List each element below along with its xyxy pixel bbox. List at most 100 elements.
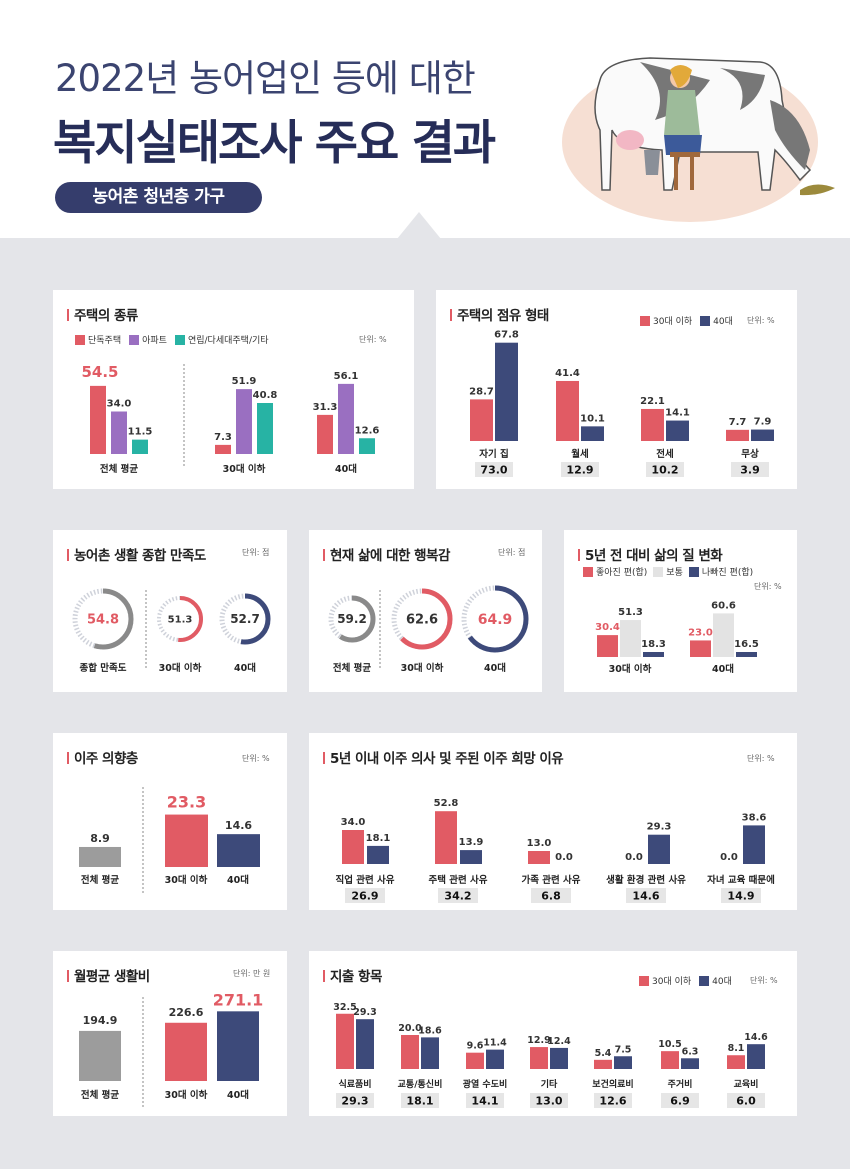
total-label: 14.9: [727, 890, 754, 903]
category-label: 주택 관련 사유: [428, 874, 487, 886]
category-label: 생활 환경 관련 사유: [606, 874, 686, 886]
category-label: 30대 이하: [159, 662, 202, 674]
farmer-milking-cow-illustration: [562, 57, 835, 222]
total-box: [336, 1093, 374, 1108]
header-notch: [397, 212, 441, 239]
unit-label: 단위: %: [359, 335, 387, 344]
data-label: 13.0: [527, 838, 552, 849]
total-box: [475, 462, 513, 477]
legend-label: 30대 이하: [652, 977, 692, 987]
category-label: 40대: [227, 1089, 249, 1101]
total-label: 12.9: [566, 464, 593, 477]
total-box: [721, 888, 761, 903]
happiness-chart: 59.2 62.6 64.9 전체 평균 30대 이하 40대: [328, 585, 529, 674]
category-label: 30대 이하: [223, 463, 266, 475]
data-label: 18.3: [641, 639, 666, 650]
bar: [257, 403, 273, 454]
unit-label: 단위: %: [754, 582, 782, 591]
data-label: 6.3: [682, 1046, 699, 1057]
bar: [648, 834, 670, 864]
total-label: 26.9: [351, 890, 378, 903]
bar: [486, 1049, 504, 1069]
bar: [236, 389, 252, 454]
bar: [359, 438, 375, 454]
legend-item: 40대: [700, 314, 733, 327]
total-box: [594, 1093, 632, 1108]
total-box: [531, 888, 571, 903]
legend-item: 30대 이하: [639, 974, 691, 987]
data-label: 60.6: [711, 600, 736, 611]
total-label: 29.3: [341, 1095, 368, 1108]
bar: [336, 1013, 354, 1069]
bar: [727, 1055, 745, 1069]
total-label: 34.2: [444, 890, 471, 903]
category-label: 30대 이하: [165, 1089, 208, 1101]
data-label: 67.8: [494, 330, 519, 341]
bar: [356, 1019, 374, 1069]
data-label: 51.3: [618, 607, 643, 618]
legend-item: 나빠진 편(합): [688, 565, 753, 578]
data-label: 18.1: [366, 833, 391, 844]
page-title-line2: 복지실태조사 주요 결과: [53, 116, 496, 171]
legend-item: 아파트: [129, 333, 167, 346]
data-label: 5.4: [595, 1048, 612, 1059]
legend-item: 30대 이하: [640, 314, 692, 327]
panel-title: 현재 삶에 대한 행복감: [323, 544, 450, 564]
category-label: 전세: [656, 448, 673, 460]
bar: [111, 411, 127, 454]
category-label: 전체 평균: [100, 463, 139, 475]
legend: 단독주택 아파트 연립/다세대주택/기타: [75, 333, 269, 346]
satisfaction-chart: 54.8 51.3 52.7 종합 만족도 30대 이하 40대: [72, 588, 271, 674]
category-label: 식료품비: [338, 1078, 371, 1090]
data-label: 20.0: [398, 1023, 422, 1034]
total-box: [561, 462, 599, 477]
bar: [79, 846, 121, 867]
total-box: [401, 1093, 439, 1108]
data-label: 41.4: [555, 368, 580, 379]
subtitle-badge: 농어촌 청년층 가구: [55, 182, 262, 213]
legend-label: 단독주택: [88, 336, 122, 346]
bar: [643, 652, 664, 657]
panel-title: 주택의 점유 형태: [450, 304, 549, 324]
category-label: 전체 평균: [81, 1089, 120, 1101]
donut-arc: [72, 588, 134, 650]
total-label: 6.9: [670, 1095, 690, 1108]
unit-label: 단위: %: [747, 316, 775, 325]
data-label: 10.5: [658, 1039, 681, 1050]
bar: [90, 385, 106, 454]
total-label: 3.9: [740, 464, 760, 477]
panel-quality-change: 5년 전 대비 삶의 질 변화 좋아진 편(합) 보통 나빠진 편(합) 단위:…: [564, 530, 797, 692]
bar: [666, 420, 689, 441]
data-label: 12.4: [547, 1036, 571, 1047]
legend: 30대 이하 40대: [639, 974, 732, 987]
bar: [460, 850, 482, 864]
legend: 좋아진 편(합) 보통 나빠진 편(합): [583, 565, 753, 578]
category-label: 자기 집: [479, 448, 509, 460]
donut-value: 59.2: [337, 612, 367, 626]
legend: 30대 이하 40대: [640, 314, 733, 327]
legend-label: 40대: [713, 317, 733, 327]
category-label: 40대: [335, 463, 357, 475]
data-label: 18.6: [418, 1025, 442, 1036]
panel-satisfaction: 농어촌 생활 종합 만족도 단위: 점 54.8 51.3 52.7 종합 만족도 30…: [53, 530, 287, 692]
donut-arc: [391, 588, 453, 650]
unit-label: 단위: 점: [498, 548, 526, 557]
panel-title: 주택의 종류: [67, 304, 138, 324]
category-label: 직업 관련 사유: [335, 874, 394, 886]
data-label: 7.9: [754, 417, 772, 428]
panel-title: 5년 이내 이주 의사 및 주된 이주 희망 이유: [323, 747, 564, 767]
legend-label: 좋아진 편(합): [596, 568, 648, 578]
category-label: 40대: [712, 663, 734, 675]
category-label: 보건의료비: [592, 1078, 633, 1090]
bar: [338, 383, 354, 454]
bar: [581, 426, 604, 441]
data-label: 29.3: [353, 1007, 376, 1018]
bar: [594, 1059, 612, 1069]
total-label: 18.1: [406, 1095, 433, 1108]
total-box: [626, 888, 666, 903]
panel-tenure: 주택의 점유 형태 30대 이하 40대 단위: % 28.7 67.8 자기 집 7…: [436, 290, 797, 489]
unit-label: 단위: 점: [242, 548, 270, 557]
bar: [681, 1058, 699, 1069]
data-label: 8.1: [728, 1043, 745, 1054]
